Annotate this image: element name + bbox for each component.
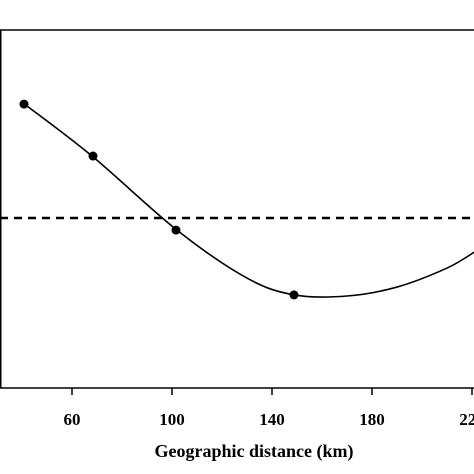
data-point	[88, 151, 98, 161]
x-tick-label: 220	[459, 410, 474, 429]
data-point	[171, 225, 181, 235]
x-tick-label: 60	[64, 410, 81, 429]
x-tick-label: 100	[159, 410, 185, 429]
data-point	[19, 99, 29, 109]
x-tick-label: 140	[259, 410, 285, 429]
x-tick-label: 180	[359, 410, 385, 429]
x-axis-label: Geographic distance (km)	[155, 441, 354, 462]
data-point	[289, 290, 299, 300]
fitted-curve	[24, 103, 474, 298]
